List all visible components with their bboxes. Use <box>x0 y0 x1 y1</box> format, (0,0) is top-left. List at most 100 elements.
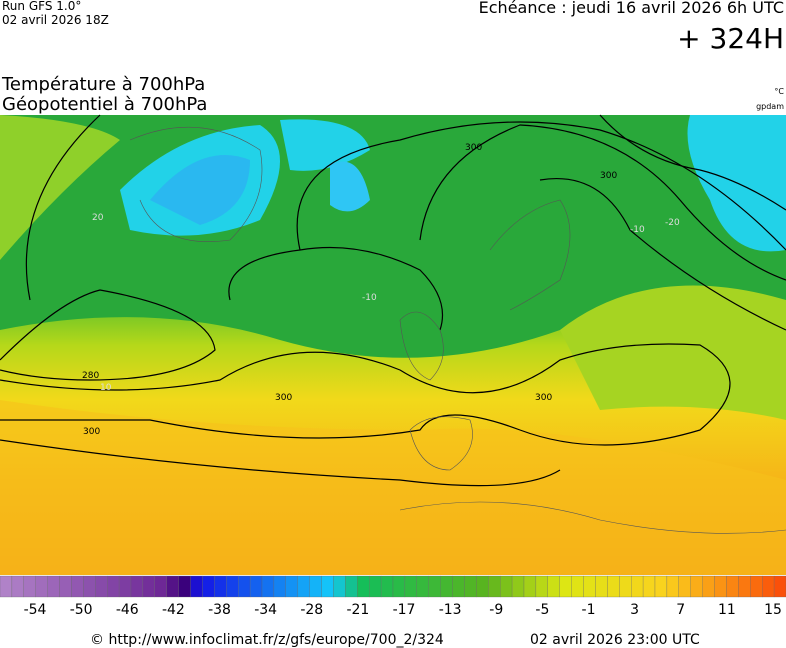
run-date: 02 avril 2026 18Z <box>2 13 109 27</box>
colorbar-swatch <box>452 575 465 598</box>
run-label: Run GFS 1.0° <box>2 0 81 13</box>
contour-label: 300 <box>535 393 552 403</box>
colorbar-swatch <box>619 575 632 598</box>
colorbar-swatch <box>476 575 489 598</box>
unit-label: gpdam <box>756 102 784 111</box>
coastlines <box>129 126 786 534</box>
colorbar-label: -17 <box>393 602 416 618</box>
colorbar-swatch <box>297 575 310 598</box>
contour-label: 300 <box>600 171 617 181</box>
colorbar-label: -50 <box>70 602 93 618</box>
colorbar-swatch <box>166 575 179 598</box>
colorbar-swatch <box>35 575 48 598</box>
map: 300 300 300 300 300 280 10 20 -10 -10 -2… <box>0 114 786 575</box>
colorbar-swatch <box>416 575 429 598</box>
isotherm-label: -20 <box>665 218 680 228</box>
colorbar-swatch <box>702 575 715 598</box>
title: Température à 700hPa <box>1 74 205 95</box>
footer-date: 02 avril 2026 23:00 UTC <box>530 632 700 648</box>
colorbar-swatch <box>690 575 703 598</box>
colorbar-swatch <box>595 575 608 598</box>
colorbar-swatch <box>714 575 727 598</box>
colorbar-swatch <box>631 575 644 598</box>
contour-label: 300 <box>275 393 292 403</box>
colorbar-label: 11 <box>718 602 736 618</box>
colorbar-swatch <box>214 575 227 598</box>
colorbar-swatch <box>464 575 477 598</box>
cold-pool <box>150 155 250 225</box>
colorbar-swatch <box>47 575 60 598</box>
colorbar-swatch <box>23 575 36 598</box>
isotherm-label: -10 <box>362 293 377 303</box>
warm-zone <box>0 115 120 260</box>
warm-zone <box>0 400 786 575</box>
colorbar-swatch <box>404 575 417 598</box>
colorbar-swatch <box>547 575 560 598</box>
colorbar-label: -5 <box>535 602 549 618</box>
colorbar-swatch <box>726 575 739 598</box>
colorbar-swatch <box>142 575 155 598</box>
isotherm-label: -10 <box>630 225 645 235</box>
colorbar-label: -42 <box>162 602 185 618</box>
colorbar-label: -21 <box>346 602 369 618</box>
colorbar-swatch <box>71 575 84 598</box>
colorbar-label: -38 <box>208 602 231 618</box>
colorbar-swatch <box>178 575 191 598</box>
colorbar-swatch <box>440 575 453 598</box>
colorbar-swatch <box>130 575 144 598</box>
colorbar: -54 -50 -46 -42 -38 -34 -28 -21 -17 -13 -9 -5 -1 3 7 11… <box>0 575 786 618</box>
colorbar-swatch <box>190 575 203 598</box>
colorbar-swatch <box>273 575 286 598</box>
colorbar-label: -28 <box>300 602 323 618</box>
colorbar-swatch <box>321 575 334 598</box>
colorbar-swatch <box>488 575 501 598</box>
colorbar-swatch <box>154 575 167 598</box>
colorbar-swatch <box>642 575 656 598</box>
colorbar-label: -34 <box>254 602 277 618</box>
colorbar-swatch <box>654 575 668 598</box>
colorbar-label: -9 <box>489 602 503 618</box>
contour-label: 300 <box>83 427 100 437</box>
colorbar-swatch <box>607 575 620 598</box>
colorbar-label: -1 <box>582 602 596 618</box>
colorbar-label: -54 <box>24 602 47 618</box>
colorbar-label: 15 <box>764 602 782 618</box>
isotherm-label: 20 <box>92 213 104 223</box>
colorbar-swatch <box>202 575 215 598</box>
colorbar-swatch <box>238 575 251 598</box>
colorbar-swatch <box>357 575 370 598</box>
colorbar-swatch <box>369 575 382 598</box>
colorbar-swatch <box>83 575 96 598</box>
colorbar-swatch <box>583 575 596 598</box>
colorbar-swatch <box>428 575 441 598</box>
colorbar-swatch <box>738 575 751 598</box>
colorbar-swatch <box>773 575 786 598</box>
colorbar-swatch <box>95 575 108 598</box>
colorbar-label: 3 <box>630 602 639 618</box>
colorbar-swatch <box>333 575 346 598</box>
colorbar-label: -46 <box>116 602 139 618</box>
colorbar-swatch <box>380 575 394 598</box>
colorbar-swatch <box>750 575 763 598</box>
colorbar-swatch <box>523 575 537 598</box>
colorbar-swatch <box>309 575 322 598</box>
echeance: Echéance : jeudi 16 avril 2026 6h UTC <box>479 0 784 17</box>
colorbar-swatch <box>535 575 548 598</box>
colorbar-swatch <box>107 575 120 598</box>
contour-label: 280 <box>82 371 99 381</box>
colorbar-swatch <box>392 575 406 598</box>
colorbar-label: -13 <box>439 602 462 618</box>
colorbar-swatch <box>0 575 13 598</box>
colorbar-swatch <box>249 575 263 598</box>
lead-time: + 324H <box>677 22 784 55</box>
colorbar-swatch <box>118 575 132 598</box>
colorbar-swatch <box>226 575 239 598</box>
colorbar-swatch <box>285 575 298 598</box>
colorbar-swatch <box>59 575 72 598</box>
unit-label: °C <box>774 87 784 96</box>
colorbar-swatch <box>678 575 691 598</box>
colorbar-swatch <box>511 575 525 598</box>
cold-pool <box>280 119 370 171</box>
colorbar-swatch <box>559 575 572 598</box>
contours <box>0 114 786 487</box>
